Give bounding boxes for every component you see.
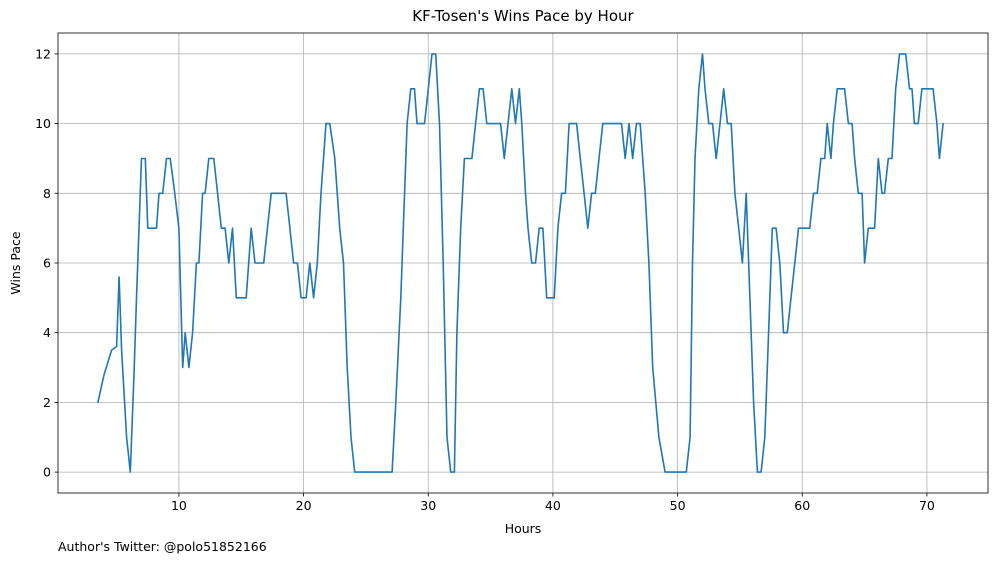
y-axis-label: Wins Pace (8, 231, 23, 294)
y-tick-label: 12 (35, 46, 51, 61)
y-tick-label: 6 (43, 256, 51, 271)
x-tick-label: 70 (919, 498, 935, 513)
x-axis-label: Hours (505, 521, 542, 536)
axis-ticks: 10 20 30 40 50 60 70 0 2 4 6 8 10 12 (35, 46, 935, 513)
y-tick-label: 2 (43, 395, 51, 410)
x-tick-label: 10 (171, 498, 187, 513)
y-tick-label: 4 (43, 325, 51, 340)
wins-pace-series-line (97, 53, 944, 473)
x-tick-label: 60 (794, 498, 810, 513)
x-tick-label: 20 (296, 498, 312, 513)
y-tick-label: 0 (43, 465, 51, 480)
x-tick-label: 40 (545, 498, 561, 513)
plot-area (97, 53, 944, 473)
y-tick-label: 10 (35, 116, 51, 131)
x-tick-label: 30 (420, 498, 436, 513)
x-tick-label: 50 (670, 498, 686, 513)
y-tick-label: 8 (43, 186, 51, 201)
chart-title: KF-Tosen's Wins Pace by Hour (412, 7, 634, 25)
author-credit: Author's Twitter: @polo51852166 (58, 539, 267, 554)
